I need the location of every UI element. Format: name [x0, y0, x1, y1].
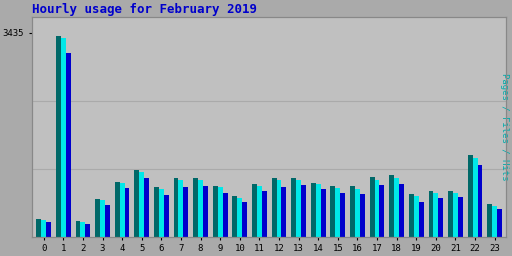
Bar [193, 178, 198, 237]
Bar [419, 201, 423, 237]
Bar [174, 178, 179, 237]
Bar [105, 205, 110, 237]
Bar [458, 197, 463, 237]
Bar [218, 187, 223, 237]
Bar [179, 180, 183, 237]
Bar [41, 220, 46, 237]
Bar [492, 206, 497, 237]
Bar [272, 178, 276, 237]
Bar [375, 180, 379, 237]
Bar [134, 170, 139, 237]
Y-axis label: Pages / Files / Hits: Pages / Files / Hits [500, 73, 509, 180]
Bar [468, 155, 473, 237]
Bar [414, 196, 419, 237]
Text: Hourly usage for February 2019: Hourly usage for February 2019 [32, 3, 257, 16]
Bar [409, 195, 414, 237]
Bar [487, 204, 492, 237]
Bar [36, 219, 41, 237]
Bar [453, 193, 458, 237]
Bar [213, 186, 218, 237]
Bar [330, 186, 335, 237]
Bar [76, 221, 80, 237]
Bar [154, 187, 159, 237]
Bar [100, 200, 105, 237]
Bar [242, 202, 247, 237]
Bar [355, 188, 360, 237]
Bar [46, 222, 51, 237]
Bar [95, 199, 100, 237]
Bar [86, 223, 90, 237]
Bar [276, 180, 282, 237]
Bar [311, 183, 316, 237]
Bar [296, 180, 301, 237]
Bar [257, 186, 262, 237]
Bar [379, 185, 385, 237]
Bar [144, 178, 149, 237]
Bar [164, 195, 168, 237]
Bar [120, 184, 124, 237]
Bar [124, 188, 130, 237]
Bar [316, 184, 321, 237]
Bar [61, 38, 66, 237]
Bar [80, 222, 86, 237]
Bar [438, 198, 443, 237]
Bar [223, 193, 227, 237]
Bar [183, 187, 188, 237]
Bar [115, 182, 120, 237]
Bar [389, 175, 394, 237]
Bar [448, 191, 453, 237]
Bar [56, 36, 61, 237]
Bar [66, 52, 71, 237]
Bar [399, 184, 404, 237]
Bar [497, 209, 502, 237]
Bar [321, 189, 326, 237]
Bar [429, 191, 433, 237]
Bar [478, 165, 482, 237]
Bar [159, 189, 164, 237]
Bar [301, 185, 306, 237]
Bar [282, 187, 286, 237]
Bar [203, 186, 208, 237]
Bar [262, 190, 267, 237]
Bar [335, 188, 340, 237]
Bar [433, 193, 438, 237]
Bar [350, 186, 355, 237]
Bar [238, 198, 242, 237]
Bar [139, 173, 144, 237]
Bar [198, 180, 203, 237]
Bar [473, 158, 478, 237]
Bar [340, 193, 345, 237]
Bar [360, 194, 365, 237]
Bar [370, 177, 375, 237]
Bar [232, 196, 238, 237]
Bar [394, 177, 399, 237]
Bar [252, 184, 257, 237]
Bar [291, 178, 296, 237]
